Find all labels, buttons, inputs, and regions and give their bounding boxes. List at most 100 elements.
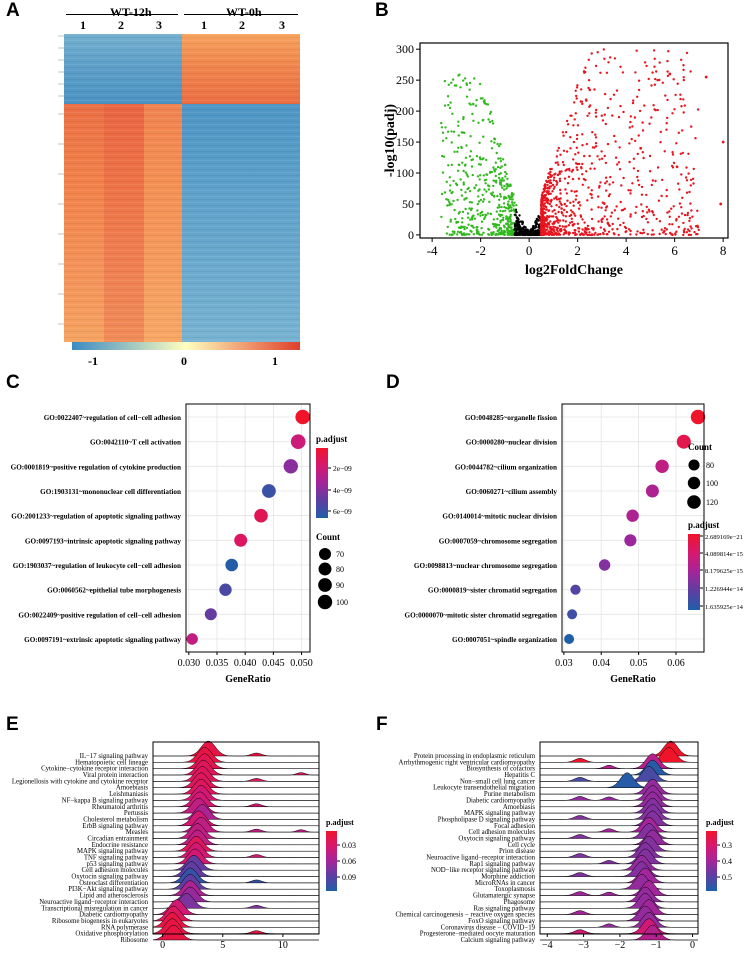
volcano-point-down bbox=[457, 226, 461, 229]
volcano-point-up bbox=[558, 170, 561, 173]
volcano-point-up bbox=[555, 204, 558, 207]
volcano-point-down bbox=[468, 81, 472, 85]
volcano-point-up bbox=[557, 146, 560, 150]
f-pathway-label: Purine metabolism bbox=[484, 791, 536, 798]
d-frame bbox=[561, 403, 705, 653]
volcano-point-down bbox=[453, 84, 457, 87]
colorbar-tick-mid: 0 bbox=[181, 354, 187, 368]
f-pathway-label: Morphine addiction bbox=[481, 874, 535, 881]
volcano-point-up bbox=[558, 233, 562, 236]
volcano-point-up bbox=[682, 111, 685, 114]
volcano-point-up bbox=[581, 173, 584, 176]
volcano-point-up bbox=[571, 210, 574, 214]
d-legend-colorbar bbox=[688, 534, 700, 610]
volcano-point-up bbox=[541, 228, 545, 232]
volcano-point-up bbox=[581, 144, 584, 147]
e-pathway-label: Transcriptional misregulation in cancer bbox=[41, 905, 149, 912]
volcano-point-down bbox=[492, 184, 495, 188]
volcano-point-up bbox=[652, 104, 655, 107]
volcano-point-down bbox=[470, 165, 474, 168]
volcano-point-down bbox=[449, 218, 453, 221]
volcano-point-down bbox=[493, 137, 496, 140]
volcano-point-down bbox=[462, 225, 465, 229]
volcano-point-up bbox=[546, 183, 549, 187]
volcano-point-up bbox=[653, 65, 656, 68]
d-dot bbox=[626, 509, 639, 522]
volcano-point-up bbox=[667, 50, 670, 53]
sample-label: 2 bbox=[118, 18, 124, 32]
e-legend-label: 0.03 bbox=[342, 841, 356, 850]
volcano-point-up bbox=[561, 161, 565, 164]
volcano-point-down bbox=[468, 155, 472, 158]
volcano-xtick-label: -2 bbox=[475, 243, 486, 258]
volcano-point-down bbox=[487, 118, 490, 121]
f-ridge bbox=[540, 772, 698, 788]
volcano-point-up bbox=[641, 210, 644, 213]
volcano-point-up bbox=[670, 207, 673, 210]
volcano-point-up bbox=[621, 71, 625, 74]
volcano-point-up bbox=[551, 190, 554, 193]
volcano-point-up bbox=[688, 217, 692, 220]
volcano-point-down bbox=[465, 82, 468, 85]
c-frame bbox=[185, 403, 311, 653]
volcano-point-up bbox=[616, 227, 619, 231]
volcano-point-down bbox=[462, 183, 465, 186]
volcano-point-up bbox=[576, 133, 579, 137]
volcano-point-up bbox=[628, 142, 631, 145]
volcano-point-up bbox=[607, 61, 610, 64]
volcano-point-up bbox=[544, 199, 547, 202]
volcano-point-up bbox=[564, 220, 567, 223]
volcano-point-up bbox=[647, 77, 650, 81]
volcano-point-up bbox=[553, 220, 556, 223]
volcano-point-up bbox=[573, 212, 576, 215]
volcano-point-up bbox=[668, 215, 671, 218]
volcano-point-up bbox=[663, 227, 667, 230]
f-ridge bbox=[540, 867, 698, 884]
volcano-point-up bbox=[642, 231, 646, 234]
volcano-point-down bbox=[441, 171, 445, 174]
volcano-point-down bbox=[475, 226, 478, 229]
volcano-point-down bbox=[464, 191, 467, 194]
volcano-point-down bbox=[471, 218, 474, 221]
d-term-label: GO:0044782~cilium organization bbox=[455, 463, 557, 471]
volcano-point-up bbox=[592, 227, 595, 230]
volcano-point-up bbox=[570, 220, 574, 224]
volcano-point-down bbox=[497, 224, 501, 227]
f-pathway-label: Non−small cell lung cancer bbox=[460, 778, 536, 785]
volcano-point-down bbox=[462, 79, 465, 82]
volcano-point-up bbox=[692, 182, 695, 185]
f-pathway-label: Protein processing in endoplasmic reticu… bbox=[414, 753, 536, 760]
volcano-point-down bbox=[450, 233, 453, 236]
volcano-point-up bbox=[678, 188, 681, 191]
volcano-point-up bbox=[572, 158, 575, 161]
volcano-point-ns bbox=[514, 208, 518, 211]
volcano-point-down bbox=[478, 156, 482, 159]
volcano-point-up bbox=[580, 100, 584, 103]
d-dot bbox=[676, 434, 691, 449]
volcano-point-up bbox=[549, 232, 552, 235]
volcano-point-down bbox=[506, 177, 509, 180]
volcano-point-up bbox=[622, 221, 625, 225]
volcano-point-down bbox=[484, 182, 487, 185]
volcano-point-up bbox=[684, 176, 688, 179]
volcano-point-up bbox=[683, 227, 686, 231]
volcano-point-down bbox=[489, 212, 493, 216]
volcano-point-up bbox=[568, 231, 571, 235]
volcano-point-up bbox=[619, 223, 622, 227]
volcano-point-up bbox=[634, 71, 637, 74]
volcano-point-up bbox=[635, 49, 638, 52]
volcano-point-down bbox=[508, 232, 511, 235]
volcano-point-down bbox=[467, 223, 470, 226]
volcano-ytick-label: 150 bbox=[396, 135, 414, 149]
f-pathway-label: Rap1 signaling pathway bbox=[469, 861, 535, 868]
volcano-point-up bbox=[609, 97, 612, 101]
c-term-label: GO:0022409~positive regulation of cell−c… bbox=[18, 611, 181, 619]
volcano-point-down bbox=[503, 229, 506, 232]
volcano-point-up bbox=[576, 124, 580, 127]
volcano-point-up bbox=[658, 232, 661, 236]
e-pathway-label: IL−17 signaling pathway bbox=[80, 753, 149, 760]
volcano-point-down bbox=[480, 233, 484, 236]
c-term-label: GO:2001233~regulation of apoptotic signa… bbox=[11, 513, 181, 521]
volcano-point-up bbox=[587, 233, 591, 237]
f-ridge bbox=[540, 924, 698, 941]
